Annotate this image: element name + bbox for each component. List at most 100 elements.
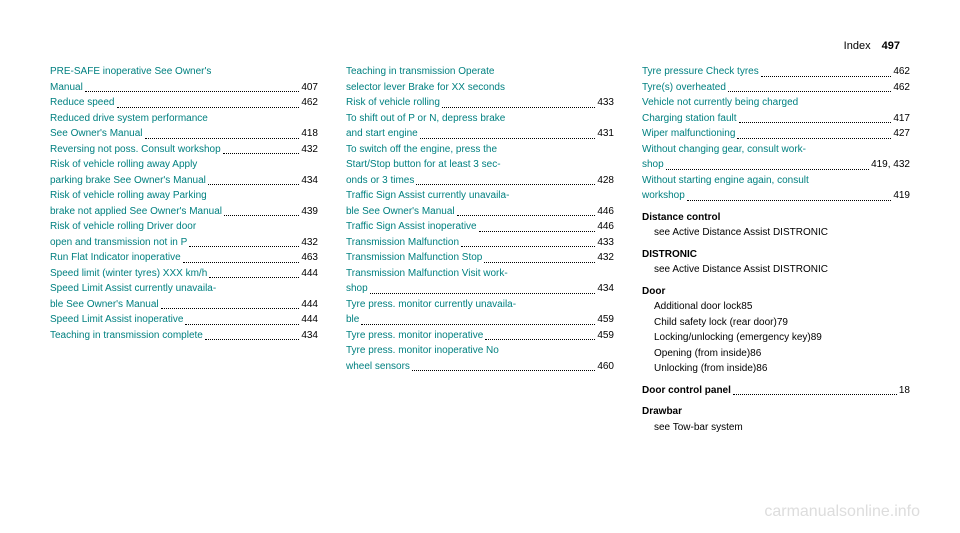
entry-page: 432 — [301, 235, 318, 251]
entry-text: Tyre press. monitor inoperative — [346, 328, 483, 344]
entry-text: Risk of vehicle rolling — [346, 95, 440, 111]
entry-text: Child safety lock (rear door) — [654, 315, 777, 331]
entry-text: shop — [346, 281, 368, 297]
entry-page: 432 — [597, 250, 614, 266]
index-entry-continuation: selector lever Brake for XX seconds — [346, 80, 614, 96]
index-heading: DISTRONIC — [642, 247, 910, 263]
index-entry-continuation: Transmission Malfunction Visit work- — [346, 266, 614, 282]
watermark: carmanualsonline.info — [764, 503, 920, 521]
index-column-2: Teaching in transmission Operateselector… — [346, 64, 614, 435]
entry-page: 407 — [301, 80, 318, 96]
entry-text: ble See Owner's Manual — [50, 297, 159, 313]
entry-page: 434 — [301, 173, 318, 189]
entry-text: open and transmission not in P — [50, 235, 187, 251]
leader-dots — [728, 91, 891, 92]
index-entry-continuation: To shift out of P or N, depress brake — [346, 111, 614, 127]
leader-dots — [161, 308, 300, 309]
index-entry-continuation: To switch off the engine, press the — [346, 142, 614, 158]
leader-dots — [666, 169, 869, 170]
index-sub-entry: Additional door lock85 — [642, 299, 910, 315]
entry-text: Wiper malfunctioning — [642, 126, 735, 142]
leader-dots — [479, 231, 596, 232]
index-heading: Door — [642, 284, 910, 300]
leader-dots — [687, 200, 892, 201]
index-entry: Manual 407 — [50, 80, 318, 96]
index-entry-continuation: Tyre press. monitor inoperative No — [346, 343, 614, 359]
index-entry: ble See Owner's Manual 446 — [346, 204, 614, 220]
entry-text: ble See Owner's Manual — [346, 204, 455, 220]
index-entry: Tyre pressure Check tyres 462 — [642, 64, 910, 80]
entry-page: 418 — [301, 126, 318, 142]
header-page-number: 497 — [882, 40, 900, 52]
entry-page: 462 — [301, 95, 318, 111]
entry-page: 439 — [301, 204, 318, 220]
entry-page: 444 — [301, 297, 318, 313]
entry-page: 444 — [301, 312, 318, 328]
entry-text: Manual — [50, 80, 83, 96]
index-entry-continuation: Risk of vehicle rolling away Parking — [50, 188, 318, 204]
leader-dots — [85, 91, 300, 92]
index-entry: Risk of vehicle rolling 433 — [346, 95, 614, 111]
entry-page: 434 — [597, 281, 614, 297]
leader-dots — [461, 246, 595, 247]
index-entry: ble See Owner's Manual 444 — [50, 297, 318, 313]
index-entry: ble459 — [346, 312, 614, 328]
entry-page: 462 — [893, 64, 910, 80]
entry-page: 432 — [301, 142, 318, 158]
index-entry: shop419, 432 — [642, 157, 910, 173]
index-entry-continuation: Without starting engine again, consult — [642, 173, 910, 189]
leader-dots — [412, 370, 595, 371]
entry-page: 18 — [899, 383, 910, 399]
index-entry: parking brake See Owner's Manual434 — [50, 173, 318, 189]
index-entry-continuation: Tyre press. monitor currently unavaila- — [346, 297, 614, 313]
entry-page: 79 — [777, 315, 788, 331]
index-sub-entry: see Active Distance Assist DISTRONIC — [642, 225, 910, 241]
index-entry: Teaching in transmission complete434 — [50, 328, 318, 344]
index-entry: Traffic Sign Assist inoperative446 — [346, 219, 614, 235]
index-entry: Reversing not poss. Consult workshop432 — [50, 142, 318, 158]
index-entry: and start engine431 — [346, 126, 614, 142]
entry-page: 459 — [597, 328, 614, 344]
index-entry-continuation: Traffic Sign Assist currently unavaila- — [346, 188, 614, 204]
index-heading: Distance control — [642, 210, 910, 226]
index-sub-entry: see Tow-bar system — [642, 420, 910, 436]
leader-dots — [183, 262, 300, 263]
index-column-1: PRE-SAFE inoperative See Owner'sManual 40… — [50, 64, 318, 435]
entry-text: Tyre(s) overheated — [642, 80, 726, 96]
entry-page: 446 — [597, 204, 614, 220]
page-header: Index 497 — [50, 40, 910, 52]
index-entry: onds or 3 times428 — [346, 173, 614, 189]
index-entry: Wiper malfunctioning 427 — [642, 126, 910, 142]
entry-text: Tyre pressure Check tyres — [642, 64, 759, 80]
index-entry-continuation: Risk of vehicle rolling away Apply — [50, 157, 318, 173]
entry-text: See Owner's Manual — [50, 126, 143, 142]
leader-dots — [145, 138, 300, 139]
entry-text: Transmission Malfunction — [346, 235, 459, 251]
entry-page: 427 — [893, 126, 910, 142]
index-entry-continuation: Risk of vehicle rolling Driver door — [50, 219, 318, 235]
index-entry-continuation: PRE-SAFE inoperative See Owner's — [50, 64, 318, 80]
index-heading: Drawbar — [642, 404, 910, 420]
entry-text: Opening (from inside) — [654, 346, 750, 362]
index-entry: Run Flat Indicator inoperative 463 — [50, 250, 318, 266]
leader-dots — [208, 184, 299, 185]
entry-text: Run Flat Indicator inoperative — [50, 250, 181, 266]
leader-dots — [185, 324, 299, 325]
leader-dots — [416, 184, 595, 185]
index-entry: Tyre press. monitor inoperative 459 — [346, 328, 614, 344]
header-label: Index — [844, 40, 871, 52]
entry-text: Speed Limit Assist inoperative — [50, 312, 183, 328]
entry-page: 417 — [893, 111, 910, 127]
index-entry: shop 434 — [346, 281, 614, 297]
index-column-3: Tyre pressure Check tyres 462 Tyre(s) over… — [642, 64, 910, 435]
entry-page: 463 — [301, 250, 318, 266]
leader-dots — [485, 339, 595, 340]
leader-dots — [761, 76, 892, 77]
index-entry-continuation: Without changing gear, consult work- — [642, 142, 910, 158]
entry-text: workshop — [642, 188, 685, 204]
entry-text: Locking/unlocking (emergency key) — [654, 330, 811, 346]
leader-dots — [484, 262, 595, 263]
entry-page: 433 — [597, 95, 614, 111]
entry-text: Transmission Malfunction Stop — [346, 250, 482, 266]
entry-text: brake not applied See Owner's Manual — [50, 204, 222, 220]
